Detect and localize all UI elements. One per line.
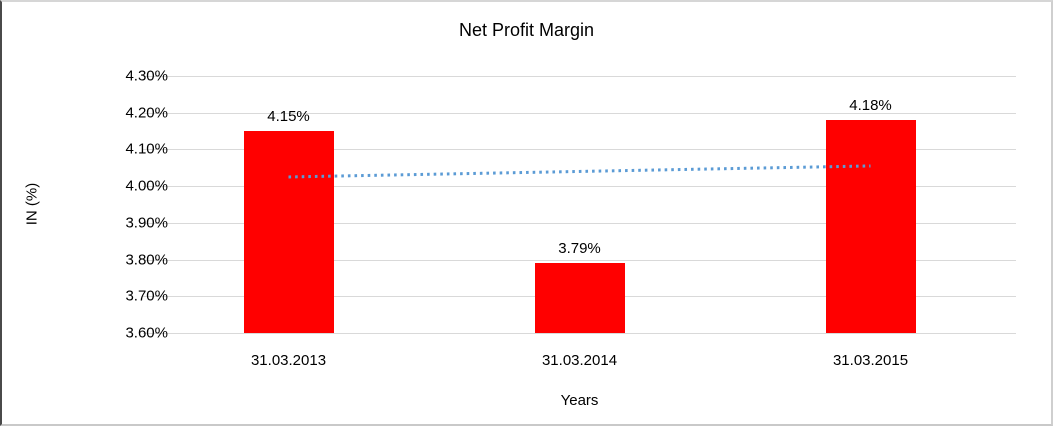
x-category-label: 31.03.2013 <box>250 352 327 369</box>
x-category-label: 31.03.2014 <box>541 352 618 369</box>
bar <box>826 120 916 333</box>
gridline <box>143 76 1016 77</box>
plot-area: 4.15% 3.79% 4.18% <box>143 76 1016 334</box>
data-label: 3.79% <box>558 240 601 258</box>
gridline <box>143 259 1016 261</box>
gridline <box>143 222 1016 224</box>
x-axis-title: Years <box>560 392 599 409</box>
y-tick-label: 3.60% <box>125 324 168 342</box>
data-label: 4.18% <box>849 97 892 115</box>
gridline <box>143 149 1016 151</box>
y-tick-label: 3.70% <box>125 287 168 305</box>
y-tick-label: 4.00% <box>125 177 168 195</box>
y-axis-title: IN (%) <box>23 182 41 226</box>
y-tick-label: 3.90% <box>125 214 168 232</box>
y-tick-label: 4.20% <box>125 104 168 122</box>
chart-title: Net Profit Margin <box>458 20 595 40</box>
data-label: 4.15% <box>267 108 310 126</box>
y-tick-label: 3.80% <box>125 251 168 269</box>
x-category-label: 31.03.2015 <box>832 352 909 369</box>
y-tick-label: 4.10% <box>125 140 168 158</box>
bar <box>244 131 334 333</box>
gridline <box>143 186 1016 188</box>
gridline <box>143 333 1016 334</box>
gridline <box>143 112 1016 114</box>
bar <box>535 263 625 333</box>
y-tick-label: 4.30% <box>125 67 168 85</box>
